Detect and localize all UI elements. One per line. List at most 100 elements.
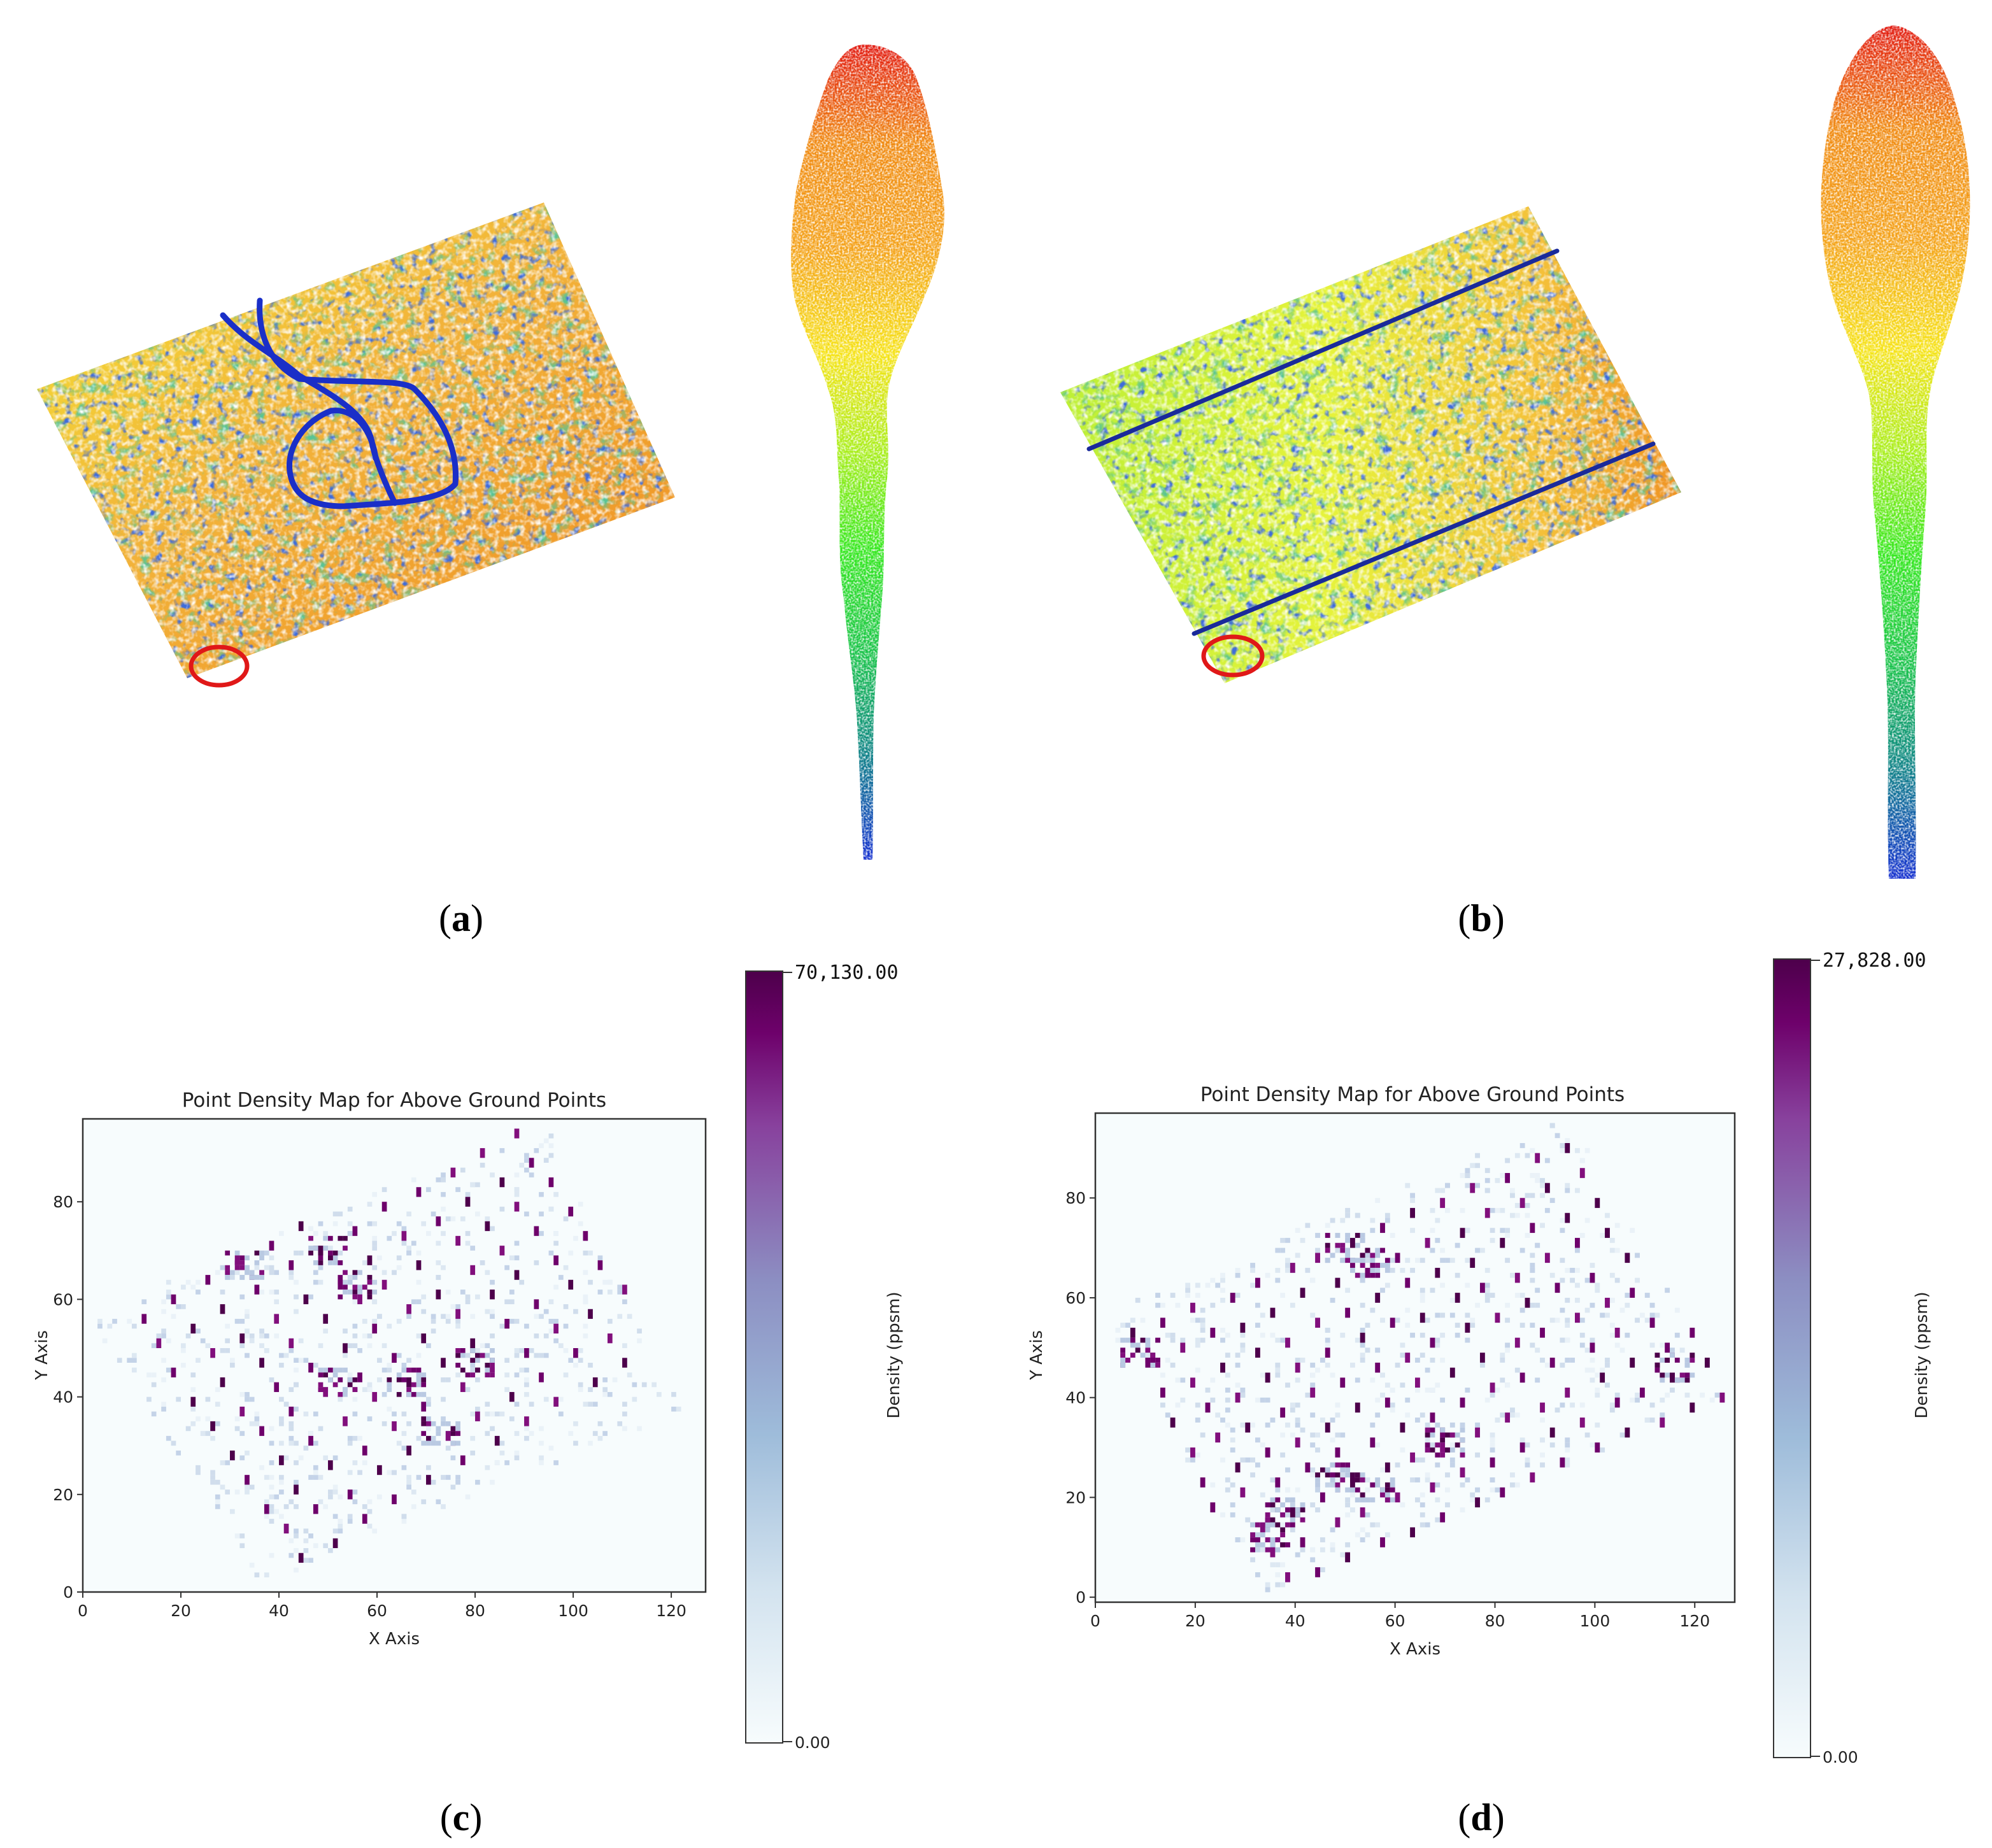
- density-cell: [156, 1333, 162, 1339]
- density-cell: [274, 1382, 280, 1392]
- density-cell: [396, 1255, 402, 1261]
- density-cell: [1375, 1272, 1381, 1278]
- density-cell: [1644, 1293, 1650, 1298]
- density-cell: [1390, 1388, 1395, 1393]
- density-cell: [1665, 1358, 1670, 1363]
- density-cell: [573, 1309, 578, 1314]
- density-cell: [676, 1406, 681, 1412]
- density-cell: [1250, 1532, 1255, 1538]
- density-cell: [622, 1299, 627, 1305]
- density-cell: [524, 1323, 529, 1329]
- density-cell: [475, 1406, 480, 1412]
- density-cell: [1445, 1432, 1450, 1438]
- density-cell: [1345, 1502, 1351, 1508]
- density-cell: [1400, 1422, 1405, 1433]
- density-cell: [1419, 1293, 1425, 1298]
- density-cell: [1405, 1412, 1411, 1418]
- density-cell: [308, 1475, 313, 1480]
- density-cell: [387, 1387, 392, 1392]
- density-cell: [1405, 1307, 1411, 1313]
- density-cell: [548, 1319, 554, 1324]
- density-cell: [338, 1294, 343, 1300]
- density-cell: [1370, 1307, 1376, 1313]
- density-cell: [288, 1406, 294, 1417]
- density-cell: [1560, 1362, 1565, 1368]
- density-cell: [499, 1440, 505, 1446]
- density-cell: [332, 1372, 338, 1377]
- density-cell: [1330, 1547, 1335, 1553]
- density-cell: [259, 1270, 264, 1276]
- density-cell: [279, 1421, 284, 1426]
- density-cell: [583, 1250, 588, 1256]
- density-cell: [239, 1455, 245, 1461]
- density-cell: [294, 1460, 299, 1465]
- density-cell: [396, 1353, 402, 1358]
- density-cell: [132, 1367, 137, 1373]
- density-cell: [1315, 1432, 1320, 1438]
- density-cell: [1350, 1237, 1355, 1248]
- density-cell: [1535, 1153, 1540, 1163]
- density-cell: [396, 1372, 402, 1377]
- density-cell: [1300, 1237, 1305, 1243]
- density-cell: [313, 1475, 318, 1480]
- density-cell: [1300, 1358, 1305, 1363]
- density-cell: [1495, 1418, 1500, 1423]
- density-cell: [485, 1465, 490, 1470]
- density-cell: [1465, 1258, 1470, 1263]
- density-cell: [401, 1446, 407, 1451]
- density-cell: [288, 1387, 294, 1392]
- density-cell: [328, 1494, 333, 1500]
- density-cell: [1220, 1362, 1225, 1373]
- y-tick-label: 60: [53, 1290, 73, 1309]
- density-cell: [1490, 1477, 1495, 1482]
- density-cell: [514, 1353, 520, 1358]
- density-cell: [1549, 1198, 1555, 1204]
- density-cell: [504, 1358, 509, 1363]
- density-cell: [1544, 1158, 1550, 1163]
- density-cell: [509, 1290, 515, 1295]
- density-cell: [1375, 1482, 1381, 1488]
- density-cell: [1565, 1388, 1570, 1398]
- density-cell: [347, 1279, 353, 1285]
- density-cell: [347, 1377, 353, 1382]
- density-cell: [1470, 1163, 1476, 1169]
- density-cell: [328, 1235, 333, 1241]
- density-cell: [1265, 1587, 1270, 1593]
- density-cell: [1355, 1497, 1360, 1503]
- density-cell: [279, 1514, 284, 1519]
- density-cell: [1445, 1472, 1450, 1478]
- density-cell: [1714, 1392, 1720, 1398]
- density-cell: [215, 1421, 220, 1426]
- density-cell: [1275, 1247, 1281, 1253]
- density-cell: [372, 1279, 378, 1285]
- density-cell: [406, 1484, 411, 1490]
- density-cell: [1635, 1318, 1640, 1323]
- density-cell: [151, 1411, 157, 1417]
- density-cell: [1285, 1497, 1290, 1503]
- density-cell: [215, 1479, 220, 1485]
- density-cell: [1614, 1397, 1620, 1408]
- density-cell: [210, 1348, 215, 1358]
- density-cell: [1649, 1302, 1655, 1308]
- density-cell: [543, 1158, 549, 1163]
- density-cell: [426, 1231, 431, 1236]
- density-cell: [1280, 1247, 1286, 1253]
- density-cell: [1355, 1402, 1360, 1413]
- density-cell: [1395, 1253, 1400, 1263]
- density-cell: [548, 1446, 554, 1451]
- density-cell: [1419, 1412, 1425, 1418]
- density-cell: [1519, 1198, 1525, 1208]
- density-cell: [1470, 1492, 1476, 1498]
- density-cell: [490, 1426, 495, 1432]
- density-cell: [485, 1431, 490, 1436]
- density-cell: [1630, 1288, 1635, 1298]
- density-cell: [245, 1255, 250, 1261]
- density-cell: [234, 1426, 240, 1432]
- density-cell: [1605, 1358, 1610, 1363]
- density-cell: [392, 1494, 397, 1505]
- density-cell: [1330, 1437, 1335, 1443]
- density-cell: [1525, 1297, 1530, 1308]
- density-cell: [1635, 1277, 1640, 1283]
- density-cell: [480, 1148, 485, 1158]
- density-cell: [548, 1328, 554, 1334]
